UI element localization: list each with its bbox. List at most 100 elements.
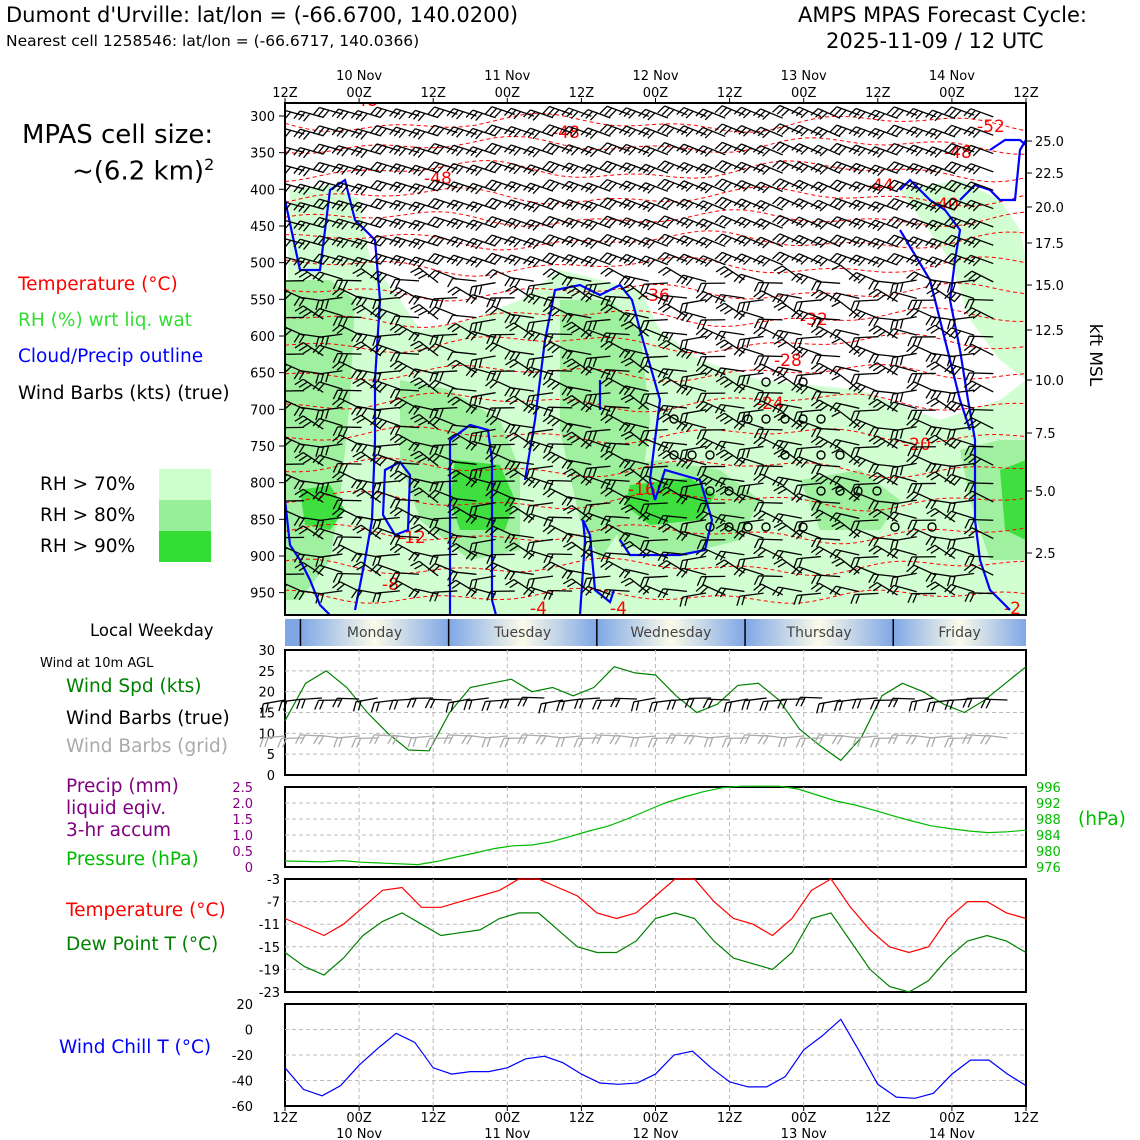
xs-wind-barb-883	[427, 526, 458, 537]
bottom-date-label-4: 14 Nov	[929, 1127, 975, 1140]
kft-tick-label-0: 25.0	[1035, 135, 1064, 150]
xs-wind-barb-932	[638, 548, 669, 559]
xs-wind-barb-769	[429, 480, 458, 492]
xs-wind-barb-59	[657, 123, 688, 136]
xs-wind-barb-290	[714, 233, 745, 246]
xs-wind-barb-825	[773, 485, 803, 501]
xs-wind-barb-1009	[657, 588, 688, 599]
xs-wind-barb-352	[447, 277, 477, 288]
xs-wind-barb-459	[315, 333, 343, 347]
xs-wind-barb-289	[695, 236, 726, 249]
xs-wind-barb-431	[504, 313, 534, 325]
weekday-band: Monday Tuesday Wednesday Thursday Friday	[285, 619, 1026, 646]
xs-wind-barb-863	[772, 513, 802, 524]
calm-circle-22	[743, 522, 753, 532]
xs-wind-barb-977	[773, 558, 803, 574]
xs-wind-barb-831	[889, 499, 917, 514]
xs-wind-barb-175	[695, 181, 726, 194]
precip-ytick-2.0: 2.0	[232, 797, 253, 812]
temp-contour-4	[285, 209, 1026, 227]
bottom-date-label-0: 10 Nov	[336, 1127, 382, 1140]
bottom-hour-label-9: 00Z	[939, 1111, 965, 1126]
xs-wind-barb-339	[925, 256, 956, 268]
xs-wind-barb-491	[926, 324, 956, 340]
xs-wind-barb-13	[503, 107, 535, 120]
xs-wind-barb-918	[372, 553, 400, 566]
wind-ytick-0: 0	[267, 769, 275, 784]
pressure-tick-label-400: 400	[250, 183, 275, 198]
xs-wind-barb-6	[369, 106, 401, 119]
xs-wind-barb-156	[331, 181, 362, 194]
xs-wind-barb-446	[791, 309, 822, 322]
xs-wind-barb-511	[582, 355, 611, 368]
xs-wind-barb-45	[389, 126, 420, 138]
bottom-hour-label-4: 12Z	[569, 1111, 595, 1126]
xs-wind-barb-945	[886, 548, 917, 559]
xs-wind-barb-212	[676, 198, 707, 211]
xs-wind-barb-17	[580, 109, 611, 121]
xs-wind-barb-168	[561, 180, 592, 193]
xs-wind-barb-637	[810, 399, 841, 413]
xs-wind-barb-134	[638, 163, 669, 176]
xs-wind-barb-901	[773, 521, 803, 538]
xs-wind-barb-656	[447, 424, 477, 435]
precip-label-2: liquid eqiv.	[66, 798, 167, 819]
xs-wind-barb-629	[657, 404, 688, 416]
temp-ytick--11: -11	[259, 918, 280, 933]
xs-wind-barb-688	[332, 434, 362, 447]
xs-wind-barb-847	[465, 514, 496, 525]
xs-wind-barb-768	[408, 478, 439, 489]
xs-wind-barb-207	[580, 200, 611, 213]
xs-wind-barb-904	[831, 521, 860, 538]
xs-wind-barb-785	[736, 482, 764, 496]
xs-wind-barb-252	[714, 215, 745, 227]
xs-wind-barb-727	[352, 451, 382, 467]
xs-wind-barb-119	[350, 165, 381, 177]
weekday-name-1: Tuesday	[493, 625, 551, 641]
temp-contour-5	[285, 230, 1026, 251]
xs-wind-barb-577	[389, 388, 420, 399]
xs-wind-barb-996	[408, 588, 439, 599]
surface-barb-grid-35	[905, 734, 934, 745]
xs-wind-barb-342	[285, 272, 286, 280]
surface-barb-true-21	[648, 699, 675, 713]
weekday-cell-4	[893, 619, 1026, 646]
pressure-tick-label-450: 450	[250, 220, 275, 235]
xs-wind-barb-149	[925, 164, 956, 177]
xs-wind-barb-200	[446, 199, 477, 212]
xs-wind-barb-920	[408, 551, 439, 562]
surface-barb-grid-37	[943, 737, 971, 748]
xs-wind-barb-600	[831, 374, 860, 391]
xs-wind-barb-455	[963, 307, 994, 320]
xs-wind-barb-755	[889, 462, 917, 478]
xs-wind-barb-379	[963, 270, 994, 283]
xs-wind-barb-939	[772, 549, 802, 560]
xs-wind-barb-522	[791, 346, 822, 358]
xs-wind-barb-201	[465, 201, 496, 213]
nearest-cell-text: Nearest cell 1258546: lat/lon = (-66.671…	[6, 32, 420, 50]
xs-wind-barb-602	[868, 390, 898, 401]
xs-wind-barb-316	[484, 252, 515, 265]
xs-wind-barb-122	[408, 164, 439, 177]
xs-wind-barb-751	[811, 464, 841, 475]
xs-wind-barb-15	[542, 105, 573, 118]
xs-wind-barb-309	[350, 256, 381, 269]
xs-wind-barb-86	[446, 144, 477, 157]
xs-wind-barb-536	[332, 361, 362, 374]
surface-barb-grid-15	[535, 734, 563, 745]
kft-tick-label-6: 10.0	[1035, 374, 1064, 389]
pressure-tick-label-800: 800	[250, 477, 275, 492]
xs-wind-barb-815	[582, 502, 611, 515]
xs-wind-barb-953	[312, 564, 343, 575]
xs-wind-barb-976	[753, 575, 783, 586]
xs-wind-barb-512	[600, 340, 630, 354]
xs-wind-barb-896	[676, 531, 707, 542]
xs-wind-barb-448	[831, 301, 860, 318]
xs-wind-barb-374	[868, 280, 898, 291]
xs-wind-barb-543	[465, 367, 496, 378]
pressure-line	[284, 785, 1027, 866]
xs-wind-barb-1022	[907, 592, 936, 603]
surface-barb-true-22	[666, 698, 693, 711]
xs-wind-barb-480	[714, 330, 745, 341]
xs-wind-barb-367	[733, 273, 764, 284]
